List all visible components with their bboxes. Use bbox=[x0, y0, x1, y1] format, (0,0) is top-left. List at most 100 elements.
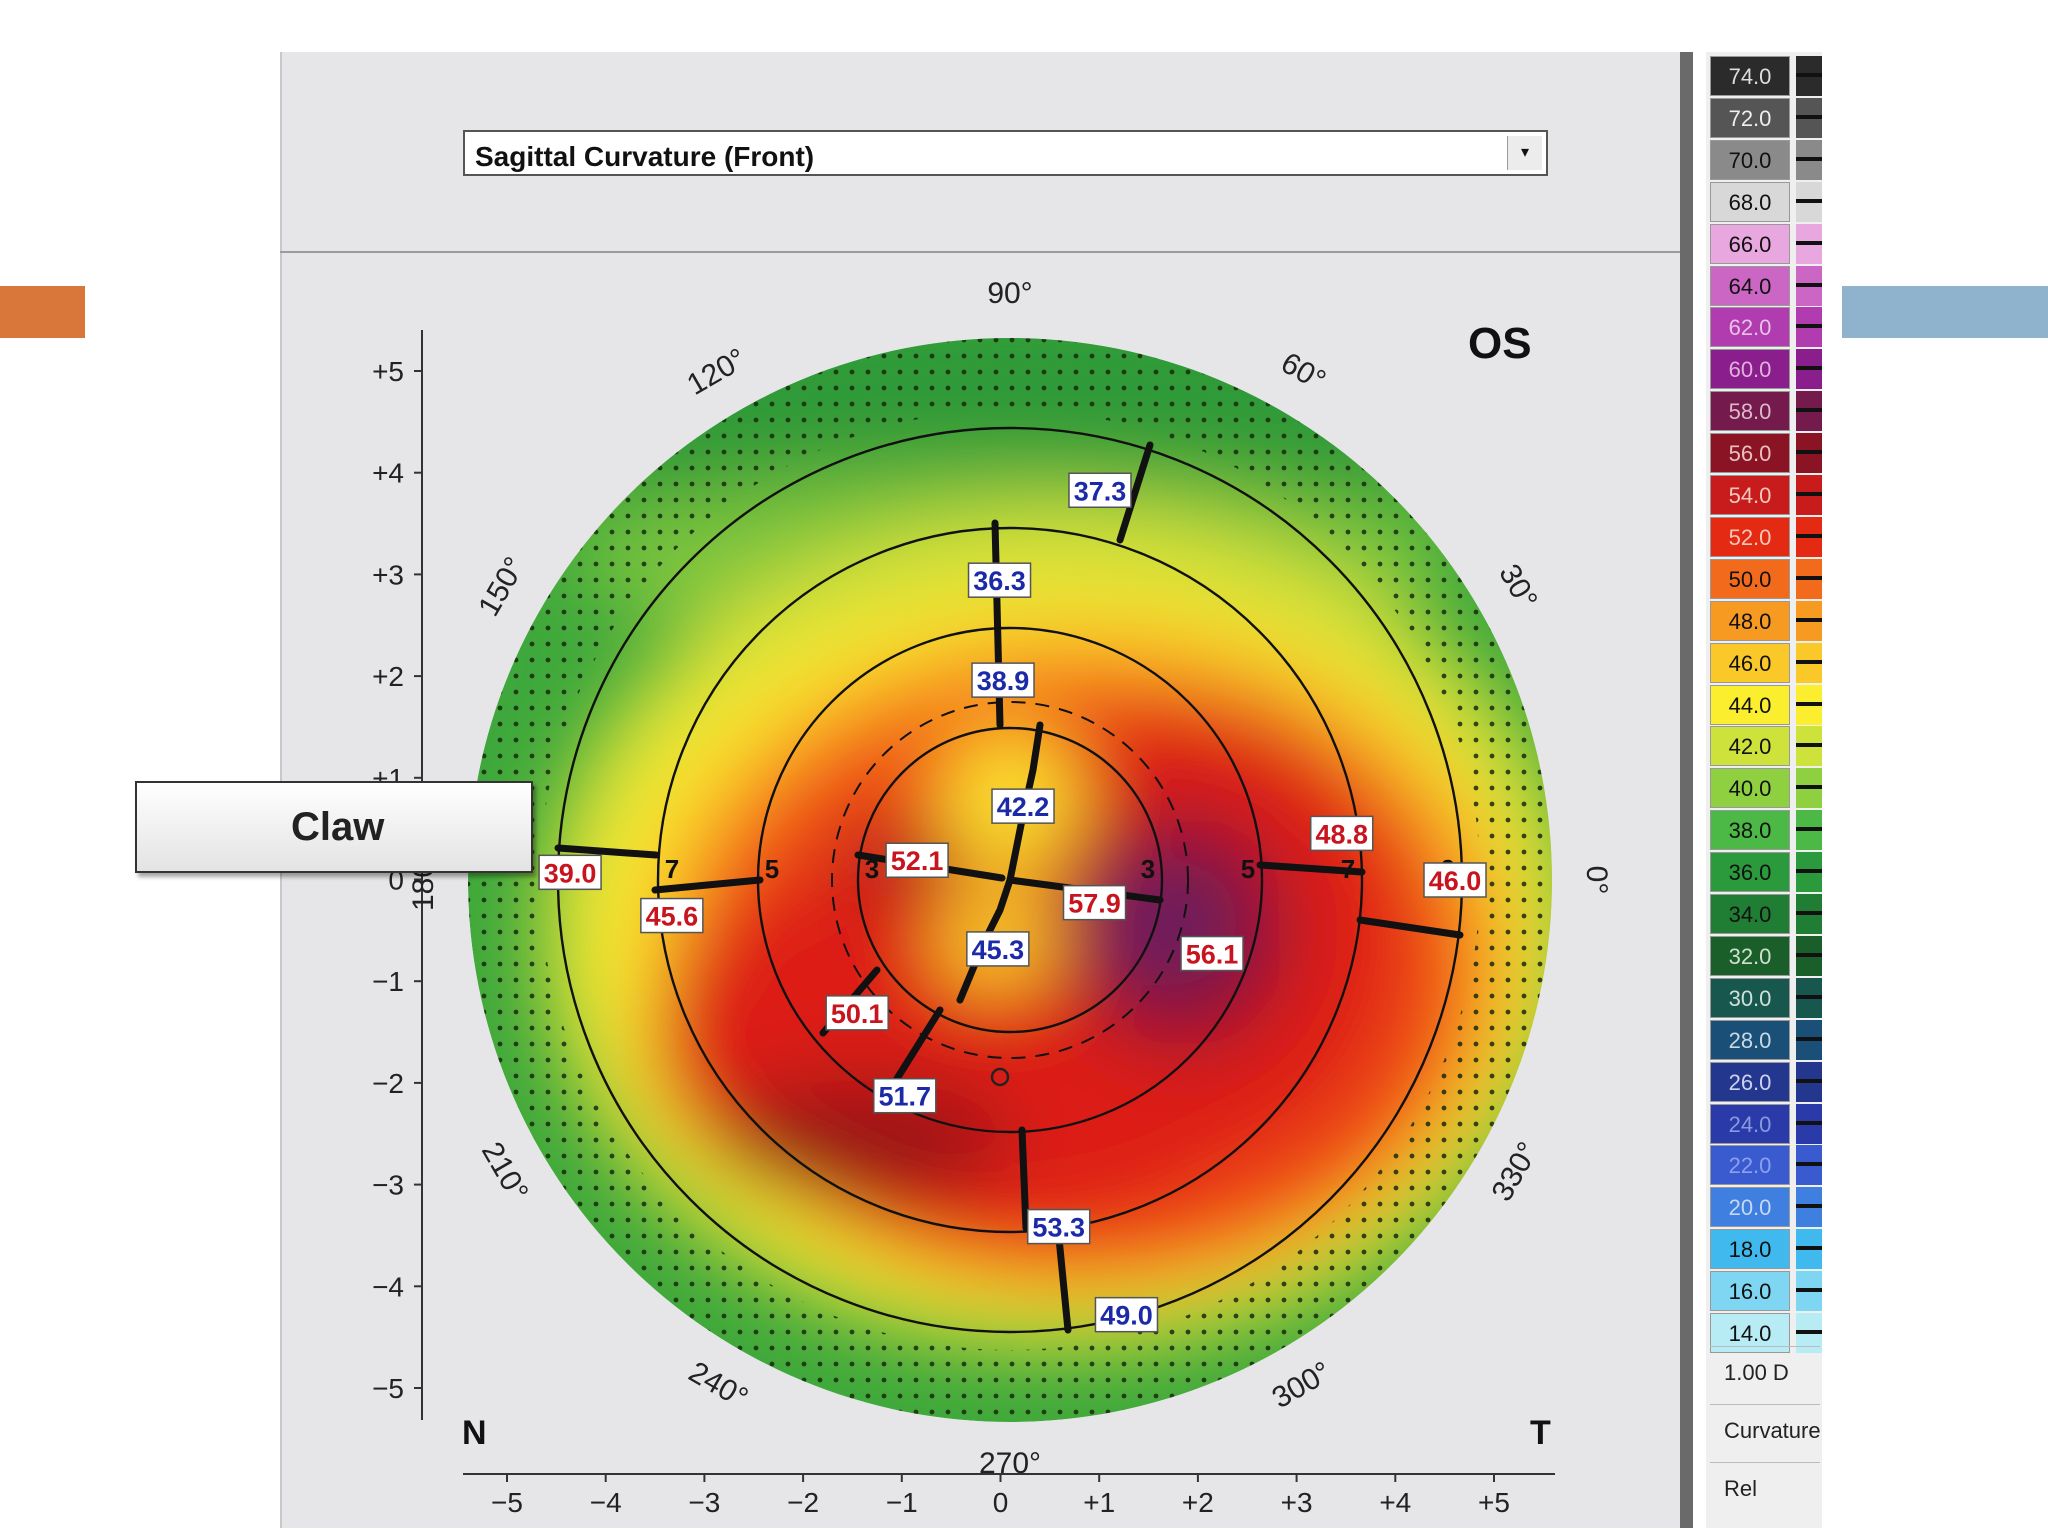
y-tick-label: +2 bbox=[372, 661, 404, 692]
nasal-label: N bbox=[462, 1414, 487, 1452]
reading-box bbox=[1026, 1208, 1091, 1245]
scale-tick bbox=[1796, 349, 1822, 390]
curvature-reading: 49.0 bbox=[1094, 1296, 1159, 1333]
map-type-selected: Sagittal Curvature (Front) bbox=[475, 141, 815, 172]
claw-callout: Claw bbox=[135, 781, 533, 873]
color-disc bbox=[468, 338, 1552, 1422]
reading-value: 50.1 bbox=[831, 999, 884, 1029]
pupil-center-marker bbox=[990, 1067, 1010, 1087]
x-tick-label: +2 bbox=[1182, 1487, 1214, 1518]
scale-swatch: 62.0 bbox=[1710, 307, 1790, 348]
scale-swatch: 18.0 bbox=[1710, 1229, 1790, 1270]
zone-marker: 5 bbox=[1241, 854, 1255, 884]
scale-tick bbox=[1796, 56, 1822, 96]
color-scale-legend: 74.0 72.0 70.0 68.0 66.0 64.0 62.0 60.0 58.0 56.0… bbox=[1706, 52, 1822, 1528]
curvature-reading: 52.1 bbox=[885, 842, 949, 878]
reading-box bbox=[873, 1077, 937, 1114]
scale-swatch: 32.0 bbox=[1710, 935, 1790, 976]
x-tick-label: −5 bbox=[491, 1487, 523, 1518]
header-divider bbox=[280, 251, 1680, 253]
x-tick-label: +3 bbox=[1281, 1487, 1313, 1518]
curvature-readings: 37.3 36.3 38.9 42.2 52.1 57.9 56.1 45.3 48.8 46.0… bbox=[538, 472, 1487, 1333]
slide-accent-bar-right bbox=[1842, 286, 2048, 338]
zone-marker: 7 bbox=[665, 854, 679, 884]
scale-mode-value: Curvature bbox=[1710, 1404, 1820, 1456]
angle-label: 240° bbox=[683, 1355, 753, 1415]
curvature-reading: 45.6 bbox=[640, 897, 704, 934]
reading-value: 48.8 bbox=[1315, 819, 1368, 849]
scale-tick bbox=[1796, 642, 1822, 683]
scale-swatch: 72.0 bbox=[1710, 97, 1790, 138]
scale-swatch: 42.0 bbox=[1710, 726, 1790, 767]
reading-value: 45.3 bbox=[972, 935, 1025, 965]
reading-box bbox=[967, 562, 1032, 598]
reading-value: 37.3 bbox=[1074, 476, 1127, 506]
scale-swatch: 26.0 bbox=[1710, 1061, 1790, 1102]
scale-tick bbox=[1796, 391, 1822, 432]
y-tick-label: −1 bbox=[372, 966, 404, 997]
scale-tick bbox=[1796, 1019, 1822, 1060]
scale-step-value: 1.00 D bbox=[1710, 1346, 1820, 1398]
scale-swatch: 52.0 bbox=[1710, 516, 1790, 557]
scale-reference-value: Rel bbox=[1710, 1462, 1820, 1514]
reading-box bbox=[1309, 815, 1374, 852]
angle-label: 90° bbox=[987, 277, 1032, 310]
scale-swatch: 58.0 bbox=[1710, 391, 1790, 432]
curvature-reading: 50.1 bbox=[825, 995, 889, 1031]
scale-swatch: 40.0 bbox=[1710, 768, 1790, 809]
curvature-reading: 56.1 bbox=[1180, 935, 1244, 972]
x-tick-label: 0 bbox=[993, 1487, 1009, 1518]
scale-swatch: 34.0 bbox=[1710, 894, 1790, 934]
angle-label: 150° bbox=[472, 552, 532, 622]
scale-swatch: 46.0 bbox=[1710, 642, 1790, 683]
reading-box bbox=[1068, 472, 1132, 509]
claw-callout-label: Claw bbox=[291, 805, 385, 849]
scale-swatch: 24.0 bbox=[1710, 1103, 1790, 1144]
y-tick-label: +3 bbox=[372, 559, 404, 590]
scale-swatch: 22.0 bbox=[1710, 1145, 1790, 1186]
angle-label: 60° bbox=[1275, 346, 1331, 397]
reading-value: 51.7 bbox=[879, 1082, 932, 1112]
slide-accent-bar-left bbox=[0, 286, 85, 338]
scale-tick bbox=[1796, 433, 1822, 474]
scale-tick bbox=[1796, 935, 1822, 976]
angle-label: 300° bbox=[1267, 1355, 1337, 1415]
scale-tick bbox=[1796, 768, 1822, 809]
zone-marker: 5 bbox=[765, 854, 779, 884]
x-tick-label: −2 bbox=[787, 1487, 819, 1518]
x-tick-label: +5 bbox=[1478, 1487, 1510, 1518]
angle-label: 210° bbox=[475, 1137, 535, 1207]
curvature-reading: 37.3 bbox=[1068, 472, 1132, 509]
scale-tick bbox=[1796, 1103, 1822, 1144]
reading-value: 36.3 bbox=[973, 566, 1026, 596]
scale-swatch: 64.0 bbox=[1710, 265, 1790, 306]
x-tick-label: +4 bbox=[1379, 1487, 1411, 1518]
curvature-reading: 48.8 bbox=[1309, 815, 1374, 852]
scale-swatch: 38.0 bbox=[1710, 810, 1790, 851]
x-tick-label: −4 bbox=[590, 1487, 622, 1518]
y-axis: +5+4+3+2+10−1−2−3−4−5 bbox=[372, 330, 423, 1420]
curvature-reading: 45.3 bbox=[966, 931, 1030, 967]
reading-value: 57.9 bbox=[1068, 889, 1121, 919]
y-tick-label: −4 bbox=[372, 1271, 404, 1302]
y-tick-label: −3 bbox=[372, 1170, 404, 1201]
reading-value: 45.6 bbox=[646, 902, 699, 932]
reading-box bbox=[971, 662, 1035, 698]
scale-tick bbox=[1796, 558, 1822, 599]
reading-box bbox=[538, 854, 602, 891]
curvature-reading: 53.3 bbox=[1026, 1208, 1091, 1245]
scale-swatch: 66.0 bbox=[1710, 223, 1790, 264]
angle-label: 270° bbox=[979, 1447, 1041, 1480]
map-type-dropdown[interactable]: Sagittal Curvature (Front) ▾ bbox=[463, 130, 1548, 176]
chevron-down-icon[interactable]: ▾ bbox=[1507, 136, 1542, 170]
reading-box bbox=[1180, 935, 1244, 972]
scale-tick bbox=[1796, 475, 1822, 515]
angle-label: 120° bbox=[682, 342, 752, 402]
reading-value: 56.1 bbox=[1186, 940, 1239, 970]
scale-separator bbox=[1680, 52, 1693, 1528]
scale-tick bbox=[1796, 977, 1822, 1018]
scale-swatch: 74.0 bbox=[1710, 56, 1790, 96]
scale-tick bbox=[1796, 1187, 1822, 1228]
reading-value: 49.0 bbox=[1100, 1301, 1153, 1331]
